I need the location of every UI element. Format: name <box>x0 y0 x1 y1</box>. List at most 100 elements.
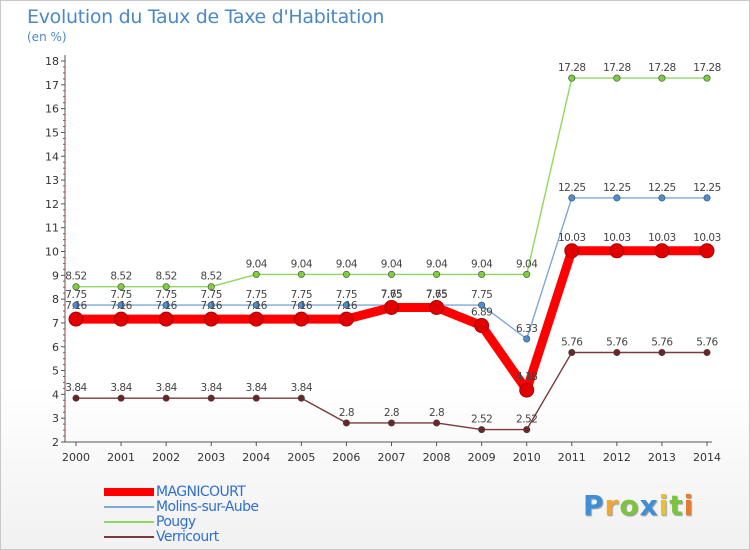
data-point <box>252 301 260 309</box>
data-label: 9.04 <box>246 258 268 270</box>
y-tick-label: 3 <box>52 412 59 425</box>
data-label: 7.16 <box>65 300 87 312</box>
data-point <box>613 348 621 356</box>
data-label: 7.75 <box>426 289 447 301</box>
data-label: 7.65 <box>426 288 447 300</box>
x-tick-label: 2010 <box>513 451 541 464</box>
x-tick-label: 2004 <box>242 451 270 464</box>
legend-swatch <box>104 536 154 538</box>
data-label: 10.03 <box>558 232 586 244</box>
data-label: 2.8 <box>429 407 444 419</box>
data-point <box>293 311 309 327</box>
legend-swatch <box>104 521 154 523</box>
x-tick-label: 2008 <box>423 451 451 464</box>
data-label: 7.75 <box>155 289 176 301</box>
data-label: 6.33 <box>516 323 537 335</box>
y-tick-label: 13 <box>45 174 59 187</box>
legend-label: Pougy <box>156 514 196 530</box>
y-tick-label: 18 <box>45 55 59 68</box>
data-point <box>342 301 350 309</box>
legend-swatch <box>104 488 154 496</box>
data-label: 9.04 <box>426 258 448 270</box>
data-label: 9.04 <box>381 258 403 270</box>
data-point <box>429 299 445 315</box>
data-point <box>703 194 711 202</box>
data-label: 17.28 <box>648 62 676 74</box>
brand-letter: i <box>658 489 670 522</box>
data-label: 12.25 <box>693 182 721 194</box>
x-tick-label: 2012 <box>603 451 631 464</box>
x-tick-label: 2003 <box>197 451 225 464</box>
data-point <box>252 394 260 402</box>
legend-swatch <box>104 506 154 508</box>
data-point <box>519 382 535 398</box>
data-point <box>654 243 670 259</box>
data-label: 10.03 <box>603 232 631 244</box>
data-label: 10.03 <box>693 232 721 244</box>
data-label: 7.75 <box>381 289 402 301</box>
brand-letter: t <box>669 489 684 522</box>
y-tick-label: 4 <box>52 388 59 401</box>
brand-letter: P <box>583 489 605 522</box>
x-tick-label: 2006 <box>332 451 360 464</box>
data-point <box>117 301 125 309</box>
data-point <box>478 301 486 309</box>
data-point <box>207 301 215 309</box>
data-label: 3.84 <box>246 382 268 394</box>
y-tick-label: 14 <box>45 150 59 163</box>
data-point <box>613 74 621 82</box>
data-label: 7.75 <box>65 289 86 301</box>
y-tick-label: 10 <box>45 246 59 259</box>
chart-title: Evolution du Taux de Taxe d'Habitation <box>27 6 385 28</box>
data-point <box>297 270 305 278</box>
x-tick-label: 2009 <box>468 451 496 464</box>
y-tick-label: 15 <box>45 126 59 139</box>
x-tick-label: 2007 <box>378 451 406 464</box>
data-point <box>658 348 666 356</box>
data-label: 2.8 <box>339 407 354 419</box>
data-label: 7.75 <box>110 289 131 301</box>
data-label: 7.16 <box>155 300 177 312</box>
legend-label: MAGNICOURT <box>156 484 246 500</box>
x-tick-label: 2002 <box>152 451 180 464</box>
data-label: 12.25 <box>603 182 631 194</box>
data-point <box>433 419 441 427</box>
chart-axes: 2 3 4 5 6 7 8 9 10 11 12 13 14 15 16 17 18 2000 2001 2002 20… <box>45 55 721 464</box>
data-point <box>297 301 305 309</box>
data-point <box>342 419 350 427</box>
data-point <box>523 270 531 278</box>
y-tick-label: 5 <box>52 365 59 378</box>
x-tick-label: 2014 <box>693 451 721 464</box>
data-point <box>613 194 621 202</box>
data-point <box>68 311 84 327</box>
data-label: 6.89 <box>471 307 492 319</box>
data-label: 7.75 <box>291 289 312 301</box>
data-point <box>162 283 170 291</box>
data-label: 7.75 <box>201 289 222 301</box>
data-label: 2.52 <box>516 414 537 426</box>
data-point <box>568 194 576 202</box>
data-point <box>568 74 576 82</box>
y-tick-label: 8 <box>52 293 59 306</box>
data-point <box>433 270 441 278</box>
brand-letter: x <box>639 489 659 522</box>
x-tick-label: 2013 <box>648 451 676 464</box>
data-point <box>72 283 80 291</box>
data-label: 8.52 <box>65 271 86 283</box>
data-label: 9.04 <box>516 258 538 270</box>
data-label: 3.84 <box>155 382 177 394</box>
data-label: 3.84 <box>110 382 132 394</box>
data-point <box>478 426 486 434</box>
data-label: 2.8 <box>384 407 399 419</box>
data-label: 8.52 <box>201 271 222 283</box>
data-label: 5.76 <box>651 336 673 348</box>
data-point <box>117 283 125 291</box>
data-point <box>113 311 129 327</box>
data-label: 3.84 <box>65 382 87 394</box>
data-label: 7.65 <box>381 288 402 300</box>
data-label: 5.76 <box>606 336 628 348</box>
data-label: 9.04 <box>291 258 313 270</box>
data-point <box>297 394 305 402</box>
legend-label: Molins-sur-Aube <box>156 499 259 515</box>
